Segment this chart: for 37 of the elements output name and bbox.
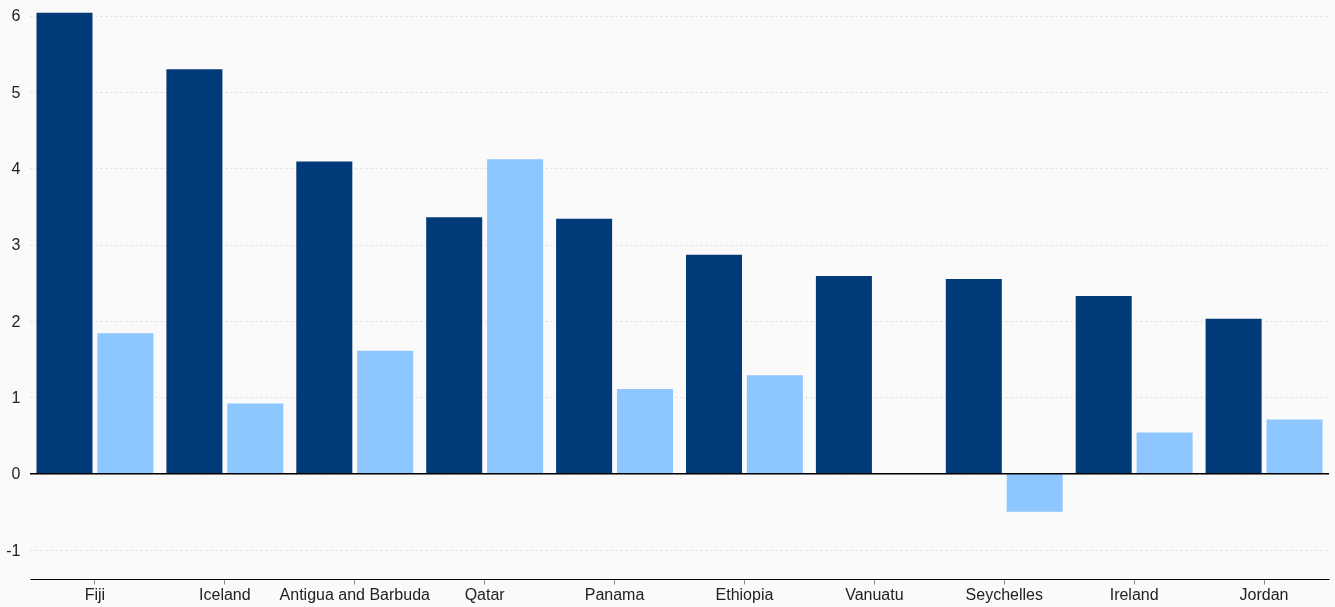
- x-tick-label: Ireland: [1109, 585, 1159, 603]
- x-tick-label: Ethiopia: [715, 585, 774, 603]
- x-tick-label: Vanuatu: [845, 585, 904, 603]
- bar: [1266, 419, 1323, 474]
- bar: [686, 254, 743, 474]
- bar: [166, 69, 223, 474]
- x-tick-label: Seychelles: [965, 585, 1043, 603]
- x-tick-label: Qatar: [464, 585, 506, 603]
- bar: [296, 161, 353, 474]
- bar: [487, 159, 544, 474]
- x-tick-label: Panama: [584, 585, 645, 603]
- y-tick-label: 2: [11, 312, 21, 330]
- bar: [97, 333, 154, 474]
- y-tick-label: 0: [11, 465, 21, 483]
- x-tick-label: Jordan: [1239, 585, 1289, 603]
- bar: [1006, 473, 1063, 512]
- bar: [357, 350, 414, 474]
- bar: [746, 375, 803, 474]
- x-tick-label: Iceland: [199, 585, 251, 603]
- y-tick-label: 4: [11, 159, 21, 177]
- bar: [1075, 295, 1132, 474]
- y-tick-label: 3: [11, 236, 21, 254]
- bar: [1205, 318, 1262, 474]
- bar: [616, 388, 674, 474]
- x-tick-label: Antigua and Barbuda: [279, 585, 431, 603]
- x-tick-label: Fiji: [84, 585, 106, 603]
- bar: [1136, 432, 1193, 474]
- y-tick-label: 6: [11, 7, 21, 25]
- y-tick-label: 1: [11, 388, 21, 406]
- y-tick-label: 5: [11, 83, 21, 101]
- bar: [36, 12, 93, 474]
- bar: [227, 403, 284, 474]
- y-tick-label: -1: [6, 541, 21, 559]
- bar: [945, 279, 1002, 474]
- bar: [815, 276, 872, 474]
- bar: [556, 218, 613, 474]
- bar: [426, 217, 483, 474]
